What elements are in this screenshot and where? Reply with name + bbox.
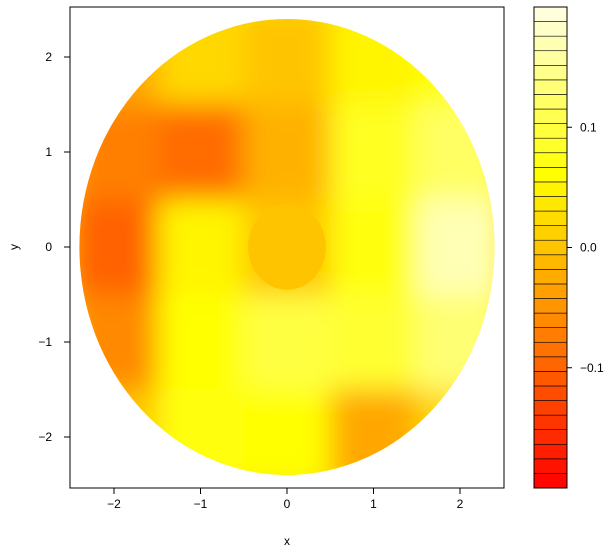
field-cell — [79, 294, 158, 390]
colorbar-level — [533, 196, 568, 212]
colorbar-level — [533, 400, 568, 416]
colorbar-level — [533, 123, 568, 139]
field-cell — [243, 19, 331, 105]
field-cell — [157, 199, 244, 295]
field-cell — [243, 294, 331, 390]
colorbar-level — [533, 356, 568, 372]
x-tick-label: −1 — [194, 497, 208, 511]
y-axis: −2 −1 0 1 2 — [38, 50, 70, 444]
colorbar-level — [533, 65, 568, 81]
colorbar-level — [533, 443, 568, 460]
field-cell — [157, 19, 244, 105]
colorbar-level — [533, 79, 568, 95]
colorbar-tick-label: −0.1 — [580, 361, 604, 375]
field-cell — [416, 389, 495, 475]
field-cell — [157, 104, 244, 200]
colorbar-level — [533, 414, 568, 430]
x-tick-label: −2 — [107, 497, 121, 511]
colorbar-level — [533, 50, 568, 66]
colorbar-level — [533, 94, 568, 110]
y-tick-label: −1 — [38, 335, 52, 349]
colorbar-level — [533, 269, 568, 285]
y-axis-label: y — [7, 244, 21, 250]
field-cell — [330, 294, 417, 390]
colorbar-level — [533, 458, 568, 474]
colorbar-level — [533, 167, 568, 183]
x-axis-label: x — [284, 534, 290, 548]
colorbar-level — [533, 385, 568, 401]
field-cell — [330, 104, 417, 200]
y-tick-label: −2 — [38, 430, 52, 444]
field-cell — [79, 389, 158, 475]
field-cell — [330, 199, 417, 295]
colorbar-level — [533, 298, 568, 314]
colorbar-tick-label: 0.0 — [580, 241, 597, 255]
colorbar-level — [533, 137, 568, 154]
field-cell — [79, 104, 158, 200]
field-cell — [157, 389, 244, 475]
colorbar-level — [533, 239, 568, 256]
colorbar-level — [533, 35, 568, 52]
x-tick-label: 1 — [370, 497, 377, 511]
field-cell — [416, 199, 495, 295]
x-tick-label: 0 — [284, 497, 291, 511]
colorbar-level — [533, 152, 568, 168]
colorbar-level — [533, 210, 568, 226]
colorbar-level — [533, 283, 568, 299]
colorbar: 0.1 0.0 −0.1 — [533, 6, 604, 489]
colorbar-level — [533, 254, 568, 270]
colorbar-level — [533, 21, 568, 37]
field-cell — [416, 19, 495, 105]
y-tick-label: 0 — [45, 240, 52, 254]
colorbar-level — [533, 312, 568, 328]
y-tick-label: 2 — [45, 50, 52, 64]
heatmap-field — [79, 19, 495, 475]
field-cell — [330, 389, 417, 475]
field-cell — [416, 104, 495, 200]
colorbar-level — [533, 108, 568, 124]
colorbar-level — [533, 6, 568, 22]
y-tick-label: 1 — [45, 145, 52, 159]
colorbar-level — [533, 341, 568, 358]
colorbar-level — [533, 181, 568, 197]
colorbar-level — [533, 371, 568, 387]
colorbar-level — [533, 225, 568, 241]
colorbar-level — [533, 327, 568, 343]
field-cell — [243, 389, 331, 475]
colorbar-level — [533, 429, 568, 445]
x-axis: −2 −1 0 1 2 — [107, 488, 464, 511]
colorbar-level — [533, 473, 568, 489]
colorbar-tick-label: 0.1 — [580, 120, 597, 134]
field-cell — [79, 19, 158, 105]
field-cell — [79, 199, 158, 295]
field-cell — [243, 104, 331, 200]
field-cell — [157, 294, 244, 390]
field-cell — [416, 294, 495, 390]
x-tick-label: 2 — [457, 497, 464, 511]
field-cell — [330, 19, 417, 105]
inner-core — [248, 204, 326, 290]
